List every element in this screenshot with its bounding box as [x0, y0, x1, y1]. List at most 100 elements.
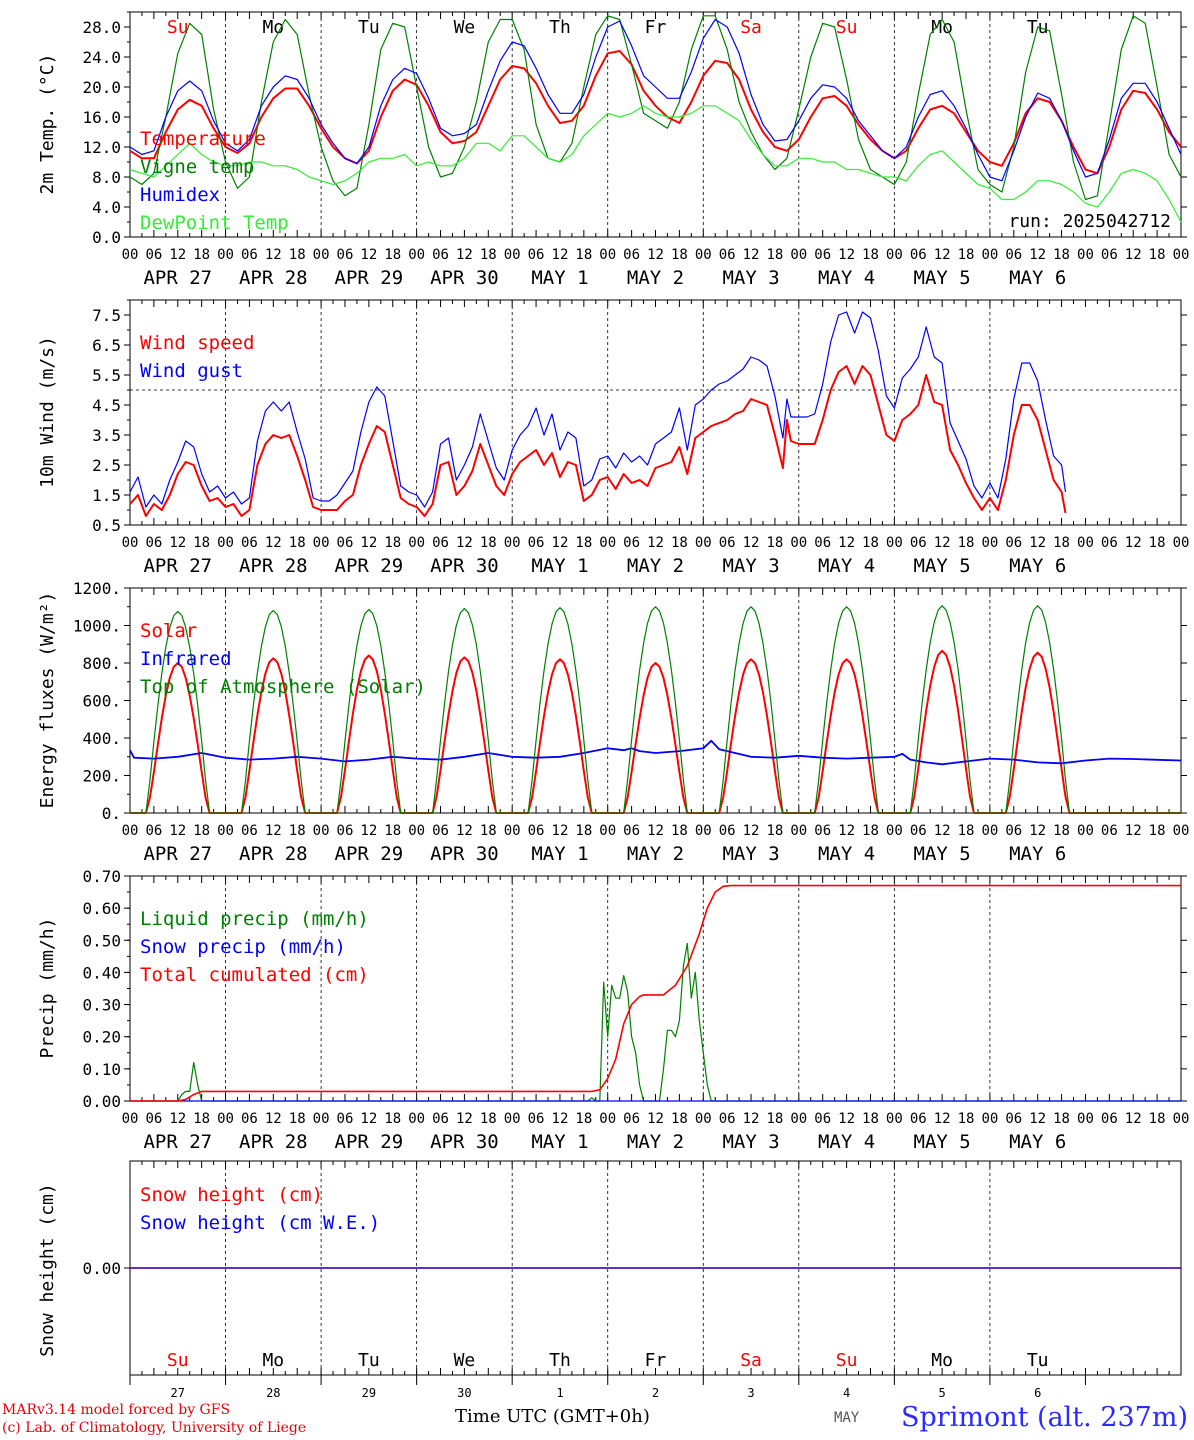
panel2-hour-label: 18 — [958, 535, 975, 551]
panel1-y-tick-label: 28.0 — [82, 18, 121, 37]
panel4-hour-label: 06 — [432, 1111, 449, 1127]
panel2-frame — [129, 299, 1182, 526]
panel2-hour-label: 12 — [1125, 535, 1142, 551]
panel1-legend-entry: Humidex — [140, 184, 220, 206]
panel4-hour-label: 12 — [838, 1111, 855, 1127]
panel4-hour-label: 12 — [552, 1111, 569, 1127]
panel2-date-label: MAY 3 — [722, 555, 779, 577]
panel5-weekday-label: Su — [167, 1350, 189, 1371]
panel3-hour-label: 12 — [743, 823, 760, 839]
panel1-hour-label: 06 — [145, 247, 162, 263]
panel2-y-axis-label: 10m Wind (m/s) — [37, 336, 58, 488]
panel1-hour-label: 00 — [217, 247, 234, 263]
panel5-y-axis-label: Snow height (cm) — [37, 1183, 58, 1356]
panel1-hour-label: 12 — [265, 247, 282, 263]
panel2-hour-label: 18 — [289, 535, 306, 551]
panel4-hour-label: 06 — [1101, 1111, 1118, 1127]
panel4-hour-label: 00 — [981, 1111, 998, 1127]
panel2-hour-label: 12 — [360, 535, 377, 551]
panel4-hour-label: 00 — [408, 1111, 425, 1127]
panel3-hour-label: 00 — [1077, 823, 1094, 839]
panel1-date-label: MAY 2 — [627, 267, 684, 289]
panel3-y-tick-label: 400. — [82, 729, 121, 748]
panel2-hour-label: 18 — [1053, 535, 1070, 551]
panel2-hour-label: 12 — [647, 535, 664, 551]
panel3-date-label: APR 29 — [335, 843, 404, 865]
panel4-hour-label: 18 — [767, 1111, 784, 1127]
panel1-date-label: APR 28 — [239, 267, 308, 289]
panel2-hour-label: 06 — [145, 535, 162, 551]
panel2-hour-label: 06 — [528, 535, 545, 551]
panel3-date-label: MAY 2 — [627, 843, 684, 865]
panel1-run-label: run: 2025042712 — [1008, 211, 1171, 232]
panel3-hour-label: 06 — [241, 823, 258, 839]
panel1-legend-entry: Temperature — [140, 128, 266, 150]
panel1-hour-label: 06 — [910, 247, 927, 263]
panel2-hour-label: 18 — [575, 535, 592, 551]
panel5-day-number: 4 — [843, 1386, 850, 1400]
panel5-weekday-label: Su — [836, 1350, 858, 1371]
panel2-y-tick-label: 7.5 — [92, 306, 121, 325]
station-label: Sprimont (alt. 237m) — [901, 1402, 1188, 1433]
panel1-weekday-label: Su — [167, 17, 189, 38]
panel3-date-label: APR 28 — [239, 843, 308, 865]
panel1-date-label: MAY 5 — [914, 267, 971, 289]
panel2-hour-label: 00 — [1173, 535, 1190, 551]
panel2-y-tick-label: 6.5 — [92, 336, 121, 355]
panel4-hour-label: 18 — [193, 1111, 210, 1127]
panel4-hour-label: 12 — [1125, 1111, 1142, 1127]
panel1-date-label: APR 27 — [143, 267, 212, 289]
panel1-hour-label: 18 — [671, 247, 688, 263]
panel5-weekday-label: Tu — [358, 1350, 380, 1371]
time-axis-label: Time UTC (GMT+0h) — [455, 1406, 650, 1427]
panel4-y-tick-label: 0.10 — [82, 1060, 121, 1079]
panel3-hour-label: 00 — [313, 823, 330, 839]
panel5-weekday-label: Mo — [931, 1350, 953, 1371]
panel3-legend-entry: Solar — [140, 620, 197, 642]
panel3-date-label: MAY 5 — [914, 843, 971, 865]
panel3-hour-label: 12 — [1029, 823, 1046, 839]
panel1-date-label: MAY 4 — [818, 267, 875, 289]
panel4-y-tick-label: 0.00 — [82, 1092, 121, 1111]
panel1-hour-label: 18 — [575, 247, 592, 263]
panel2-date-label: APR 28 — [239, 555, 308, 577]
panel2-hour-label: 18 — [480, 535, 497, 551]
panel1-y-tick-label: 4.0 — [92, 198, 121, 217]
panel3-hour-label: 00 — [122, 823, 139, 839]
panel3-hour-label: 06 — [1005, 823, 1022, 839]
panel4-hour-label: 00 — [695, 1111, 712, 1127]
panel3-y-tick-label: 600. — [82, 692, 121, 711]
panel2-y-tick-label: 5.5 — [92, 366, 121, 385]
panel4-hour-label: 06 — [623, 1111, 640, 1127]
panel2-hour-label: 00 — [1077, 535, 1094, 551]
panel1-y-tick-label: 16.0 — [82, 108, 121, 127]
panel3-hour-label: 06 — [432, 823, 449, 839]
panel2-hour-label: 06 — [910, 535, 927, 551]
panel3-hour-label: 00 — [886, 823, 903, 839]
panel4-hour-label: 06 — [910, 1111, 927, 1127]
panel4-date-label: APR 28 — [239, 1131, 308, 1153]
panel3-date-label: MAY 4 — [818, 843, 875, 865]
panel2-hour-label: 18 — [384, 535, 401, 551]
panel1-hour-label: 00 — [599, 247, 616, 263]
panel2-hour-label: 00 — [790, 535, 807, 551]
panel1-hour-label: 00 — [790, 247, 807, 263]
panel4-hour-label: 00 — [886, 1111, 903, 1127]
panel4-legend-entry: Liquid precip (mm/h) — [140, 908, 369, 930]
panel1-date-label: MAY 1 — [531, 267, 588, 289]
panel4-date-label: APR 27 — [143, 1131, 212, 1153]
panel2-date-label: MAY 5 — [914, 555, 971, 577]
panel4-y-tick-label: 0.70 — [82, 867, 121, 886]
panel4-hour-label: 18 — [1149, 1111, 1166, 1127]
panel2-y-tick-label: 0.5 — [92, 516, 121, 535]
panel1-hour-label: 18 — [480, 247, 497, 263]
panel1-hour-label: 18 — [193, 247, 210, 263]
panel3-date-label: APR 30 — [430, 843, 499, 865]
panel1-legend-entry: DewPoint Temp — [140, 212, 289, 234]
panel4-hour-label: 06 — [145, 1111, 162, 1127]
panel2-hour-label: 06 — [623, 535, 640, 551]
panel1-hour-label: 12 — [169, 247, 186, 263]
panel2-hour-label: 06 — [814, 535, 831, 551]
panel4-hour-label: 12 — [169, 1111, 186, 1127]
panel4-hour-label: 12 — [647, 1111, 664, 1127]
